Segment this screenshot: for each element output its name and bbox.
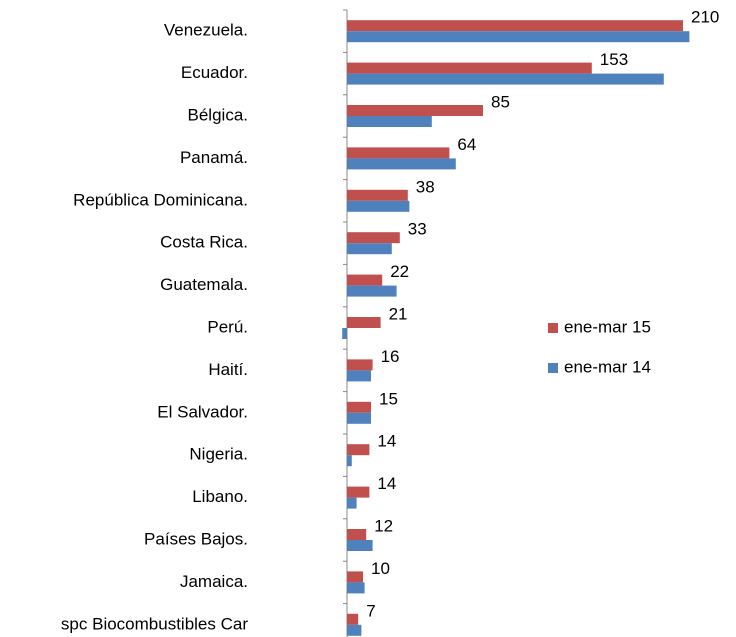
bar — [347, 624, 362, 636]
value-label: 38 — [416, 177, 435, 196]
value-label: 153 — [600, 50, 628, 69]
bar — [347, 497, 357, 509]
category-label: spc Biocombustibles Car — [61, 614, 248, 633]
bar — [347, 401, 371, 413]
value-label: 85 — [491, 92, 510, 111]
legend-swatch — [548, 363, 558, 373]
bar — [347, 571, 363, 583]
bar — [347, 529, 367, 540]
category-label: Ecuador. — [181, 63, 248, 82]
bar — [347, 359, 373, 371]
category-label: Bélgica. — [188, 105, 248, 124]
bar — [342, 328, 347, 339]
value-label: 33 — [408, 220, 427, 239]
bar — [347, 540, 373, 551]
bar — [347, 31, 690, 43]
category-label: Panamá. — [180, 148, 248, 167]
bar — [347, 285, 397, 297]
value-label: 12 — [374, 516, 393, 535]
bar — [347, 455, 352, 467]
bar — [347, 444, 370, 456]
bar — [347, 243, 392, 255]
bar — [347, 412, 371, 424]
bar — [347, 613, 359, 625]
legend-label: ene-mar 15 — [564, 317, 651, 336]
value-label: 21 — [389, 304, 408, 323]
value-label: 14 — [377, 432, 396, 451]
category-label: Libano. — [192, 487, 248, 506]
bar — [347, 105, 483, 116]
bar — [347, 189, 408, 201]
category-label: Venezuela. — [164, 21, 248, 40]
value-label: 15 — [379, 389, 398, 408]
legend-label: ene-mar 14 — [564, 357, 651, 376]
category-label: Haití. — [208, 360, 248, 379]
bar — [347, 62, 592, 74]
bar — [347, 147, 450, 159]
bar — [347, 20, 683, 32]
legend-swatch — [548, 323, 558, 333]
value-label: 210 — [691, 8, 719, 27]
category-label: República Dominicana. — [73, 190, 248, 209]
bar — [347, 486, 370, 498]
category-label: El Salvador. — [157, 402, 248, 421]
bar — [347, 232, 400, 244]
value-label: 64 — [457, 135, 476, 154]
category-label: Países Bajos. — [144, 529, 248, 548]
bar — [347, 158, 456, 170]
category-label: Nigeria. — [189, 445, 248, 464]
bar — [347, 317, 381, 328]
bar — [347, 582, 365, 594]
bar — [347, 274, 383, 286]
value-label: 10 — [371, 559, 390, 578]
category-label: Perú. — [207, 317, 248, 336]
value-label: 7 — [366, 601, 375, 620]
value-label: 16 — [381, 347, 400, 366]
bar — [347, 200, 410, 212]
category-label: Costa Rica. — [160, 233, 248, 252]
category-label: Jamaica. — [180, 572, 248, 591]
bar — [347, 370, 371, 382]
bar — [347, 116, 432, 127]
category-label: Guatemala. — [160, 275, 248, 294]
value-label: 14 — [377, 474, 396, 493]
bar — [347, 73, 664, 85]
value-label: 22 — [390, 262, 409, 281]
